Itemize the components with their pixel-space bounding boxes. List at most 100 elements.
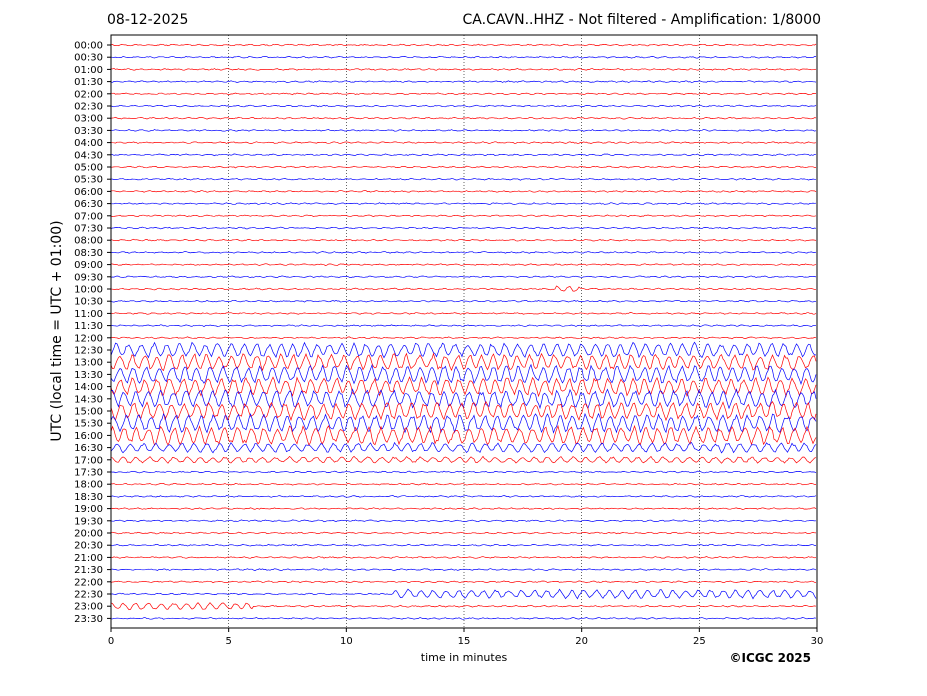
y-tick-label: 12:30 [74,346,103,357]
trace-line [110,251,817,254]
y-tick-label: 21:00 [74,553,103,564]
trace-line [110,588,817,600]
x-axis-ticks: 0 5 10 15 20 25 30 [108,628,824,647]
trace-line [110,441,817,454]
chart-title: CA.CAVN..HHZ - Not filtered - Amplificat… [462,12,821,28]
x-tick-label: 20 [575,636,588,647]
y-tick-label: 14:30 [74,394,103,405]
y-tick-label: 01:30 [74,77,103,88]
y-tick-label: 08:30 [74,248,103,259]
x-tick-label: 30 [811,636,824,647]
y-tick-label: 05:00 [74,163,103,174]
trace-line [110,275,817,279]
y-tick-label: 17:30 [74,468,103,479]
y-tick-label: 02:00 [74,89,103,100]
y-tick-label: 10:00 [74,285,103,296]
y-tick-label: 06:30 [74,199,103,210]
y-tick-label: 05:30 [74,175,103,186]
y-tick-label: 13:30 [74,370,103,381]
trace-line [110,341,817,359]
y-tick-label: 21:30 [74,565,103,576]
trace-line [110,312,817,315]
trace-line [110,617,817,620]
trace-line [110,470,817,474]
seismic-traces [110,43,817,620]
x-tick-label: 0 [108,636,114,647]
trace-line [110,543,816,547]
trace-line [110,602,817,611]
trace-line [110,214,817,218]
trace-line [110,531,817,535]
y-tick-label: 04:00 [74,138,103,149]
y-tick-label: 02:30 [74,102,103,113]
y-tick-label: 11:30 [74,321,103,332]
y-tick-label: 04:30 [74,150,103,161]
y-tick-label: 09:00 [74,260,103,271]
y-tick-label: 19:30 [74,516,103,527]
y-tick-label: 13:00 [74,358,103,369]
x-tick-label: 10 [340,636,353,647]
trace-line [110,68,817,71]
y-tick-label: 20:30 [74,541,103,552]
trace-line [110,507,817,510]
trace-line [110,400,817,422]
y-tick-label: 22:00 [74,577,103,588]
trace-line [110,116,817,120]
y-tick-label: 03:30 [74,126,103,137]
trace-line [110,129,817,132]
y-tick-label: 06:00 [74,187,103,198]
y-tick-label: 18:00 [74,480,103,491]
copyright-notice: ©ICGC 2025 [729,651,811,665]
trace-line [110,104,817,108]
y-tick-label: 15:00 [74,407,103,418]
trace-line [110,153,816,157]
trace-line [110,388,817,410]
trace-line [110,285,817,292]
y-tick-label: 16:00 [74,431,103,442]
x-tick-label: 15 [458,636,471,647]
trace-line [110,580,817,584]
y-tick-label: 12:00 [74,333,103,344]
trace-line [110,556,817,559]
trace-line [110,324,817,328]
x-tick-label: 5 [225,636,231,647]
plot-frame [110,34,818,629]
y-tick-label: 20:00 [74,529,103,540]
y-tick-label: 07:30 [74,224,103,235]
y-tick-label: 07:00 [74,211,103,222]
y-tick-label: 11:00 [74,309,103,320]
trace-line [111,202,817,205]
trace-line [110,226,817,230]
trace-line [110,141,817,144]
y-tick-label: 16:30 [74,443,103,454]
trace-line [110,238,817,242]
y-tick-label: 15:30 [74,419,103,430]
x-tick-label: 25 [693,636,706,647]
chart-date: 08-12-2025 [107,12,189,28]
trace-line [110,263,817,266]
y-tick-label: 23:30 [74,614,103,625]
trace-line [110,455,817,464]
trace-line [110,80,817,83]
y-tick-label: 09:30 [74,272,103,283]
trace-line [110,519,817,523]
y-tick-label: 19:00 [74,504,103,515]
trace-line [110,363,817,386]
trace-line [110,568,817,571]
x-axis-label: time in minutes [420,651,508,664]
trace-line [110,43,817,47]
trace-line [110,352,817,372]
grid-lines [228,35,700,628]
trace-line [110,92,817,96]
y-tick-label: 08:00 [74,236,103,247]
y-tick-label: 18:30 [74,492,103,503]
y-tick-label: 17:00 [74,455,103,466]
trace-line [110,177,816,181]
y-tick-label: 03:00 [74,114,103,125]
y-tick-label: 22:30 [74,590,103,601]
trace-line [110,424,817,447]
y-tick-label: 00:30 [74,53,103,64]
trace-line [110,412,817,434]
trace-line [110,495,817,498]
